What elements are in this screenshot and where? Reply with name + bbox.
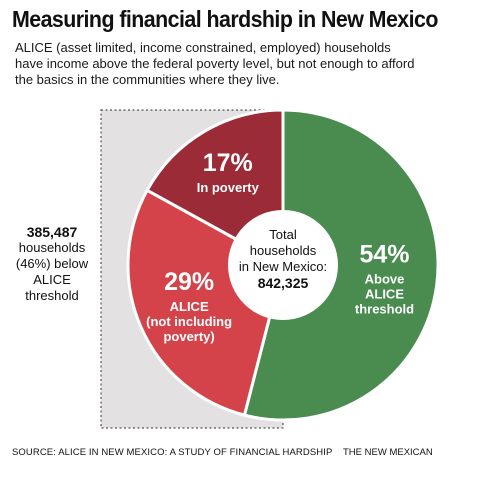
center-label-text: in New Mexico: [239, 259, 327, 274]
slice-category-label: In poverty [197, 180, 260, 195]
below-alice-text: threshold [25, 288, 79, 303]
donut-hole [228, 210, 338, 320]
subtitle-line: have income above the federal poverty le… [15, 56, 415, 71]
slice-percent-label: 29% [164, 268, 214, 296]
chart-title: Measuring financial hardship in New Mexi… [12, 6, 438, 32]
publisher-credit: THE NEW MEXICAN [343, 447, 433, 458]
below-alice-text: households [18, 240, 86, 255]
slice-category-label: ALICE [170, 299, 209, 314]
below-alice-text: (46%) below [15, 256, 89, 271]
slice-category-label: ALICE [365, 286, 404, 301]
pie-slice [242, 108, 440, 422]
center-total-value: 842,325 [258, 275, 309, 291]
slice-category-label: (not including [146, 314, 232, 329]
subtitle-line: ALICE (asset limited, income constrained… [15, 40, 391, 55]
slice-category-label: poverty) [163, 329, 214, 344]
below-alice-note: 385,487 households (46%) below ALICE thr… [6, 224, 98, 304]
source-note: SOURCE: ALICE IN NEW MEXICO: A STUDY OF … [12, 447, 333, 458]
chart-subtitle: ALICE (asset limited, income constrained… [15, 40, 465, 88]
subtitle-line: the basics in the communities where they… [15, 72, 280, 87]
slice-percent-label: 54% [359, 240, 409, 268]
center-label-text: households [250, 243, 317, 258]
below-alice-count: 385,487 [26, 224, 78, 240]
below-alice-text: ALICE [33, 272, 71, 287]
slice-category-label: Above [365, 271, 405, 286]
slice-percent-label: 17% [203, 149, 253, 177]
slice-category-label: threshold [355, 301, 414, 316]
center-label-text: Total [269, 227, 297, 242]
